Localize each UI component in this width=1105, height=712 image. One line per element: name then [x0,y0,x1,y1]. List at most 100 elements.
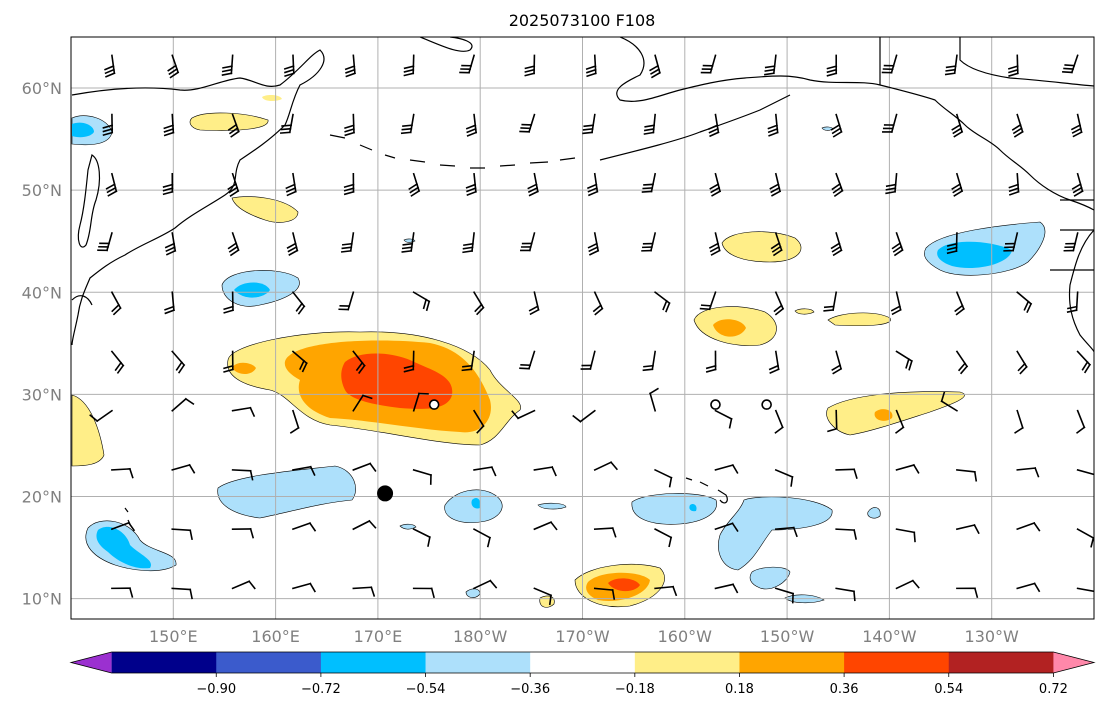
lon-label: 140°W [862,627,917,646]
wind-barb [708,232,721,256]
wind-barb [714,522,739,532]
positive-anomaly-region [827,312,891,327]
wind-barb [412,468,432,485]
wind-barb [352,586,376,597]
colorbar-bin [216,652,322,673]
coastlines [71,37,1094,525]
positive-anomaly-region [189,112,269,131]
wind-barb [472,291,485,316]
lon-label: 150°W [760,627,815,646]
negative-anomaly-region [631,493,717,525]
wind-barbs [89,54,1094,606]
wind-barb [1063,232,1079,252]
wind-barb [344,113,355,137]
wind-barb [412,291,431,312]
wind-barb [951,113,964,138]
colorbar-tick-label: −0.72 [301,682,341,697]
colorbar-bin [530,652,636,673]
wind-barb [528,291,540,316]
colorbar-bin [111,652,217,673]
colorbar-tick-label: 0.18 [725,682,754,697]
wind-barb [1066,291,1079,313]
wind-barb [162,173,174,196]
wind-barb [231,469,254,481]
colorbar-tick-label: 0.54 [934,682,963,697]
wind-barb [774,526,798,538]
wind-barb [714,463,739,474]
wind-barb [164,232,177,256]
wind-barb [227,113,240,138]
wind-barb [643,113,657,135]
wind-barb [221,54,234,76]
wind-barb [283,54,295,78]
wind-barb [343,173,355,196]
wind-barb [1007,54,1019,77]
wind-barb [1011,113,1024,138]
wind-barb [700,54,717,74]
wind-barb [1008,172,1020,196]
colorbar-bin [634,652,740,673]
gridlines [71,37,1094,619]
wind-barb [831,350,843,375]
wind-barb [519,113,536,133]
wind-barb [1062,54,1079,74]
wind-barb [823,291,838,312]
negative-anomaly-region [749,566,791,590]
wind-barb [231,580,256,590]
wind-barb [533,521,558,531]
wind-barb [89,409,114,423]
wind-barb [291,350,308,373]
wind-barb [352,350,366,374]
wind-barb [511,409,536,420]
wind-barb [163,113,175,137]
wind-barb [835,587,856,602]
wind-barb [1076,409,1086,434]
negative-anomaly-region [718,496,833,571]
wind-barb [582,113,596,135]
wind-barb [401,232,415,253]
lat-label: 10°N [22,590,62,609]
anomaly-contours [71,94,1046,608]
wind-barb [285,172,297,197]
wind-barb [951,172,964,197]
wind-barb [830,113,843,138]
wind-barb [1076,587,1094,593]
colorbar-bin [425,652,531,673]
lon-label: 130°W [965,627,1020,646]
wind-barb [769,172,782,197]
longitude-labels: 150°E 160°E 170°E 180°W 170°W 160°W 150°W 140°W… [149,627,1019,646]
wind-barb [231,406,256,418]
wind-barb [593,587,616,600]
wind-barb [1016,582,1041,593]
negative-anomaly-region [867,507,881,519]
wind-barb [279,113,294,134]
wind-barb [465,113,478,137]
wind-barb [527,172,539,197]
positive-anomaly-region [608,578,640,592]
colorbar-tick-label: −0.54 [406,682,446,697]
positive-anomaly-region [539,595,555,608]
wind-barb [774,587,795,604]
wind-barb [1076,468,1094,476]
wind-barb [572,409,596,423]
wind-barb [412,528,431,547]
wind-barb [110,291,122,316]
wind-barb [167,54,180,79]
negative-anomaly-region [72,122,94,138]
positive-anomaly-region [794,308,815,315]
wind-barb [472,528,492,548]
wind-barb [654,468,673,488]
wind-barb [472,579,498,590]
wind-barb [524,54,536,77]
wind-barb [533,466,557,477]
wind-barb [223,291,234,314]
wind-barb [770,232,783,257]
wind-barb [954,291,965,316]
wind-barb [223,350,234,373]
wind-barb [171,397,195,412]
wind-barb [774,409,784,434]
wind-barb [891,232,904,257]
wind-barb [291,522,317,532]
wind-barb [835,468,858,479]
